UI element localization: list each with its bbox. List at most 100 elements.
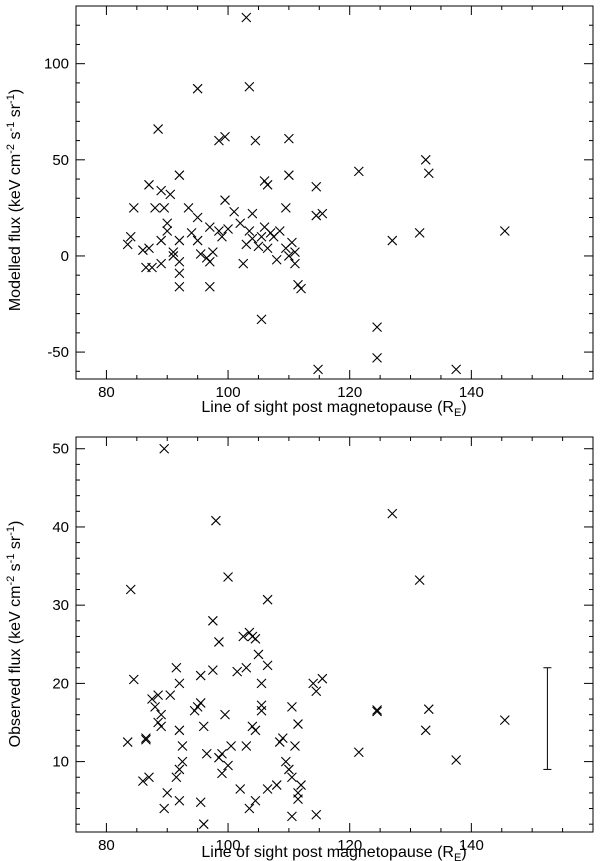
data-point xyxy=(372,705,382,715)
x-tick-label: 80 xyxy=(98,384,115,401)
data-point xyxy=(423,704,434,715)
data-point xyxy=(214,637,224,647)
data-point xyxy=(451,364,462,375)
data-point xyxy=(414,227,425,238)
data-point xyxy=(195,698,206,708)
data-point xyxy=(147,694,157,704)
data-point xyxy=(217,748,227,759)
data-point xyxy=(499,226,510,236)
data-point xyxy=(244,226,255,236)
data-point xyxy=(262,243,273,254)
data-point xyxy=(420,154,431,165)
data-point xyxy=(287,701,297,712)
data-point xyxy=(317,673,328,684)
data-point xyxy=(220,131,230,142)
data-point xyxy=(287,772,297,783)
data-point xyxy=(223,224,233,234)
data-point xyxy=(207,247,218,257)
x-axis-label: Line of sight post magnetopause (RE) xyxy=(201,399,466,419)
data-point xyxy=(217,231,227,242)
x-tick-label: 120 xyxy=(337,384,362,401)
data-point xyxy=(229,206,240,217)
data-point xyxy=(277,733,288,744)
data-point xyxy=(287,237,297,248)
data-point xyxy=(293,788,303,798)
data-point xyxy=(283,170,294,181)
data-point xyxy=(296,780,306,790)
data-point xyxy=(262,179,273,190)
data-point xyxy=(207,615,218,626)
data-point xyxy=(156,721,167,732)
data-point xyxy=(138,245,148,256)
data-point xyxy=(290,741,300,751)
data-point xyxy=(174,256,185,267)
data-point xyxy=(241,662,252,673)
data-point xyxy=(241,741,252,751)
data-point xyxy=(372,352,382,363)
data-markers xyxy=(122,12,510,375)
data-point xyxy=(141,733,151,744)
data-point xyxy=(317,208,328,219)
data-point xyxy=(214,135,224,146)
data-point xyxy=(174,764,185,775)
data-point xyxy=(256,231,267,242)
data-point xyxy=(156,235,167,246)
data-point xyxy=(244,803,255,814)
data-point xyxy=(253,649,264,660)
data-point xyxy=(226,741,236,751)
y-axis-ticks: 10 20 30 40 50 xyxy=(52,441,593,825)
x-tick-label: 100 xyxy=(216,837,241,854)
data-point xyxy=(171,772,182,783)
data-point xyxy=(353,166,364,177)
data-point xyxy=(153,717,164,728)
data-markers xyxy=(122,443,510,830)
data-point xyxy=(192,701,203,712)
data-point xyxy=(247,208,258,219)
data-point xyxy=(372,322,382,332)
data-point xyxy=(387,508,398,519)
x-tick-label: 140 xyxy=(459,384,484,401)
data-point xyxy=(290,247,300,257)
data-point xyxy=(238,631,249,642)
data-point xyxy=(311,686,322,697)
data-point xyxy=(247,233,258,244)
data-point xyxy=(214,752,224,763)
data-point xyxy=(313,364,323,375)
data-point xyxy=(211,515,221,526)
data-point xyxy=(250,725,261,736)
data-point xyxy=(238,258,249,269)
y-tick-label: 0 xyxy=(61,248,69,265)
data-point xyxy=(241,12,252,23)
plot-frame xyxy=(75,436,594,833)
data-point xyxy=(250,795,261,806)
data-point xyxy=(128,202,139,213)
data-point xyxy=(156,709,167,720)
data-point xyxy=(159,803,170,814)
data-point xyxy=(256,678,267,689)
data-point xyxy=(192,212,203,223)
y-tick-label: 50 xyxy=(52,152,69,169)
y-axis-label: Observed flux (keV cm-2 s-1 sr-1) xyxy=(5,521,24,748)
data-point xyxy=(141,734,151,745)
data-point xyxy=(499,715,510,726)
y-tick-label: 10 xyxy=(52,754,69,771)
data-point xyxy=(186,227,197,238)
data-point xyxy=(259,176,270,186)
data-point xyxy=(271,780,282,790)
data-point xyxy=(280,202,291,213)
data-point xyxy=(156,185,167,196)
data-point xyxy=(207,665,218,675)
data-point xyxy=(311,809,322,820)
data-point xyxy=(174,268,185,279)
data-point xyxy=(177,741,188,751)
data-point xyxy=(174,795,185,806)
data-point xyxy=(223,760,233,771)
data-point xyxy=(174,725,185,736)
data-point xyxy=(274,226,285,236)
data-point xyxy=(423,168,434,179)
data-point xyxy=(195,249,206,259)
x-tick-label: 120 xyxy=(337,837,362,854)
data-point xyxy=(198,819,209,830)
data-point xyxy=(204,256,215,267)
x-axis-ticks: 80 100 120 140 xyxy=(75,6,564,401)
